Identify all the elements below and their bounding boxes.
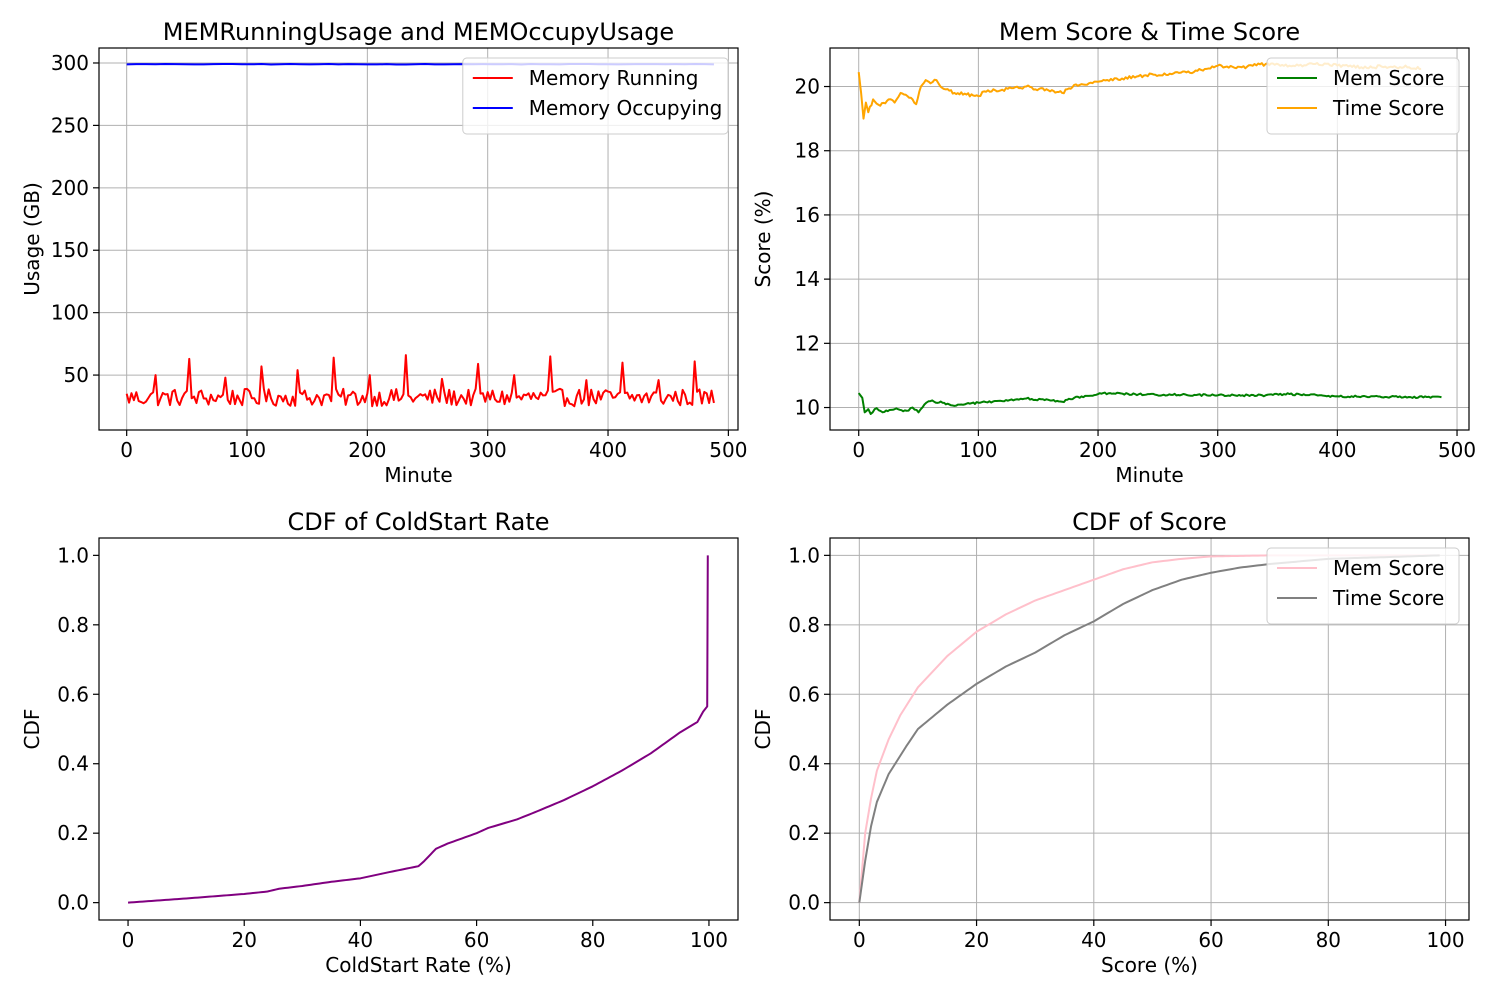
x-tick-label: 500 — [1438, 438, 1476, 462]
legend-entry: Memory Running — [529, 66, 699, 90]
legend-entry: Mem Score — [1333, 66, 1444, 90]
y-axis-label: CDF — [751, 709, 775, 750]
x-tick-label: 100 — [959, 438, 997, 462]
subplot-4: 0 20 40 60 80 100 0.0 0.2 0.4 0.6 0.8 1.0 CDF of Sco… — [751, 508, 1470, 977]
y-axis-label: Usage (GB) — [20, 182, 44, 296]
y-tick-label: 0.2 — [57, 821, 89, 845]
x-tick-label: 200 — [1079, 438, 1117, 462]
y-tick-label: 1.0 — [57, 543, 89, 567]
y-tick-label: 12 — [795, 331, 820, 355]
y-tick-label: 200 — [51, 176, 89, 200]
y-tick-label: 1.0 — [788, 543, 820, 567]
y-tick-label: 18 — [795, 139, 820, 163]
x-tick-label: 0 — [852, 438, 865, 462]
x-tick-label: 80 — [1316, 928, 1341, 952]
x-tick-label: 100 — [1426, 928, 1464, 952]
axes-frame — [829, 47, 1470, 431]
y-axis-label: CDF — [20, 709, 44, 750]
y-tick-label: 250 — [51, 113, 89, 137]
x-tick-label: 100 — [228, 438, 266, 462]
legend-entry: Memory Occupying — [529, 96, 723, 120]
x-tick-label: 60 — [464, 928, 489, 952]
x-tick-label: 0 — [853, 928, 866, 952]
y-tick-label: 0.8 — [57, 613, 89, 637]
chart-title: CDF of ColdStart Rate — [287, 508, 549, 536]
y-tick-label: 0.4 — [57, 752, 89, 776]
y-tick-label: 0.6 — [57, 682, 89, 706]
legend: Memory Running Memory Occupying — [462, 57, 729, 135]
x-axis-label: Minute — [1115, 463, 1183, 487]
y-tick-label: 14 — [795, 267, 820, 291]
subplot-3: 0 20 40 60 80 100 0.0 0.2 0.4 0.6 0.8 1.0 CDF of Col… — [20, 508, 739, 977]
y-tick-label: 100 — [51, 301, 89, 325]
x-tick-label: 0 — [120, 438, 133, 462]
x-tick-label: 20 — [964, 928, 989, 952]
y-tick-label: 0.4 — [788, 752, 820, 776]
x-tick-label: 500 — [709, 438, 747, 462]
y-tick-label: 0.6 — [788, 682, 820, 706]
x-tick-label: 40 — [348, 928, 373, 952]
y-tick-label: 300 — [51, 51, 89, 75]
subplot-2: 0 100 200 300 400 500 10 12 14 16 18 20 Mem Score & … — [751, 18, 1476, 487]
chart-title: Mem Score & Time Score — [999, 18, 1300, 46]
legend-box — [462, 57, 729, 135]
x-tick-label: 40 — [1081, 928, 1106, 952]
x-tick-label: 300 — [469, 438, 507, 462]
chart-title: CDF of Score — [1072, 508, 1227, 536]
x-tick-label: 80 — [580, 928, 605, 952]
x-tick-label: 400 — [589, 438, 627, 462]
y-tick-label: 0.0 — [788, 891, 820, 915]
legend-entry: Time Score — [1332, 96, 1444, 120]
series-line-cdf — [127, 555, 709, 904]
x-tick-label: 100 — [690, 928, 728, 952]
y-tick-label: 0.8 — [788, 613, 820, 637]
legend-entry: Mem Score — [1333, 556, 1444, 580]
x-tick-label: 400 — [1318, 438, 1356, 462]
x-axis-label: Minute — [384, 463, 452, 487]
x-tick-label: 200 — [348, 438, 386, 462]
subplot-1: 0 100 200 300 400 500 50 100 150 200 250 300 MEMRunn… — [20, 18, 747, 487]
x-axis-label: ColdStart Rate (%) — [325, 953, 512, 977]
chart-title: MEMRunningUsage and MEMOccupyUsage — [163, 18, 674, 46]
series-line-memory-running — [125, 354, 715, 408]
x-tick-label: 0 — [122, 928, 135, 952]
x-axis-label: Score (%) — [1101, 953, 1198, 977]
axes-frame — [98, 47, 739, 431]
axes-frame — [98, 537, 739, 921]
y-tick-label: 50 — [64, 363, 89, 387]
y-tick-label: 20 — [795, 75, 820, 99]
y-tick-label: 10 — [795, 396, 820, 420]
series-line-mem-score — [857, 391, 1442, 415]
legend: Mem Score Time Score — [1266, 547, 1460, 625]
y-tick-label: 150 — [51, 238, 89, 262]
y-tick-label: 0.2 — [788, 821, 820, 845]
x-tick-label: 300 — [1199, 438, 1237, 462]
legend: Mem Score Time Score — [1266, 57, 1460, 135]
y-tick-label: 16 — [795, 203, 820, 227]
y-axis-label: Score (%) — [751, 191, 775, 288]
x-tick-label: 20 — [232, 928, 257, 952]
legend-entry: Time Score — [1332, 586, 1444, 610]
y-tick-label: 0.0 — [57, 891, 89, 915]
axes-frame — [829, 537, 1470, 921]
x-tick-label: 60 — [1198, 928, 1223, 952]
